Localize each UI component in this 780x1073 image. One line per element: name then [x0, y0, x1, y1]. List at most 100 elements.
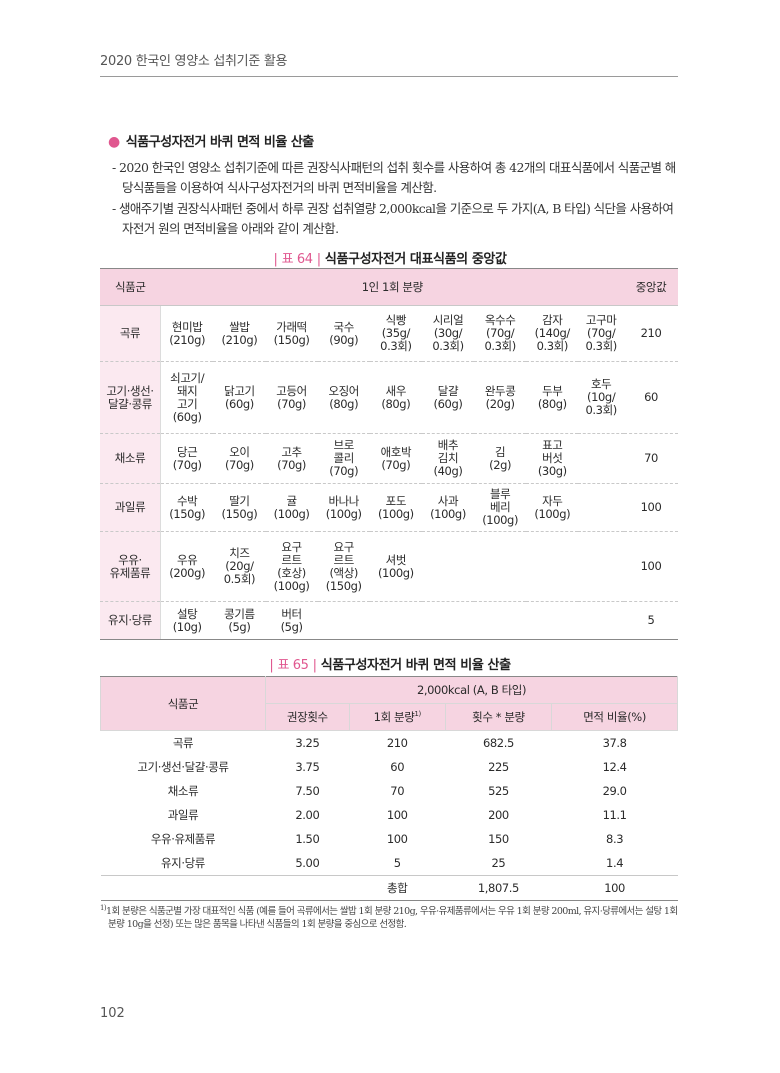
group-cell: 유지·당류 — [161, 856, 205, 870]
food-item-cell: 표고 버섯 (30g) — [526, 433, 579, 484]
product-cell: 682.5 — [482, 736, 514, 750]
food-item-cell: 오이 (70g) — [213, 433, 266, 484]
count-cell: 1.50 — [295, 832, 320, 846]
serving-cell: 60 — [390, 760, 405, 774]
food-item-cell: 요구 르트 (액상) (150g) — [317, 531, 370, 602]
median-cell: 70 — [624, 433, 678, 484]
food-item-cell: 호두 (10g/ 0.3회) — [578, 361, 624, 434]
serving-cell: 210 — [386, 736, 408, 750]
table-row: 우유·유제품류 1.50 100 150 8.3 — [101, 827, 678, 851]
total-ratio: 100 — [551, 875, 678, 901]
food-item-cell: 두부 (80g) — [526, 361, 579, 434]
food-item-cell: 식빵 (35g/ 0.3회) — [369, 305, 422, 362]
table-row: 과일류 수박 (150g) 딸기 (150g) 귤 (100g) 바나나 (100g) 포… — [100, 483, 678, 532]
food-item-cell: 고추 (70g) — [265, 433, 318, 484]
food-item-cell — [474, 601, 527, 640]
food-item-cell — [578, 531, 624, 602]
table-row: 우유· 유제품류 우유 (200g) 치즈 (20g/ 0.5회) 요구 르트 (호상… — [100, 531, 678, 602]
header-rule — [100, 76, 678, 77]
food-group-cell: 유지·당류 — [100, 601, 161, 640]
food-item-cell: 고구마 (70g/ 0.3회) — [578, 305, 624, 362]
count-cell: 3.25 — [295, 736, 320, 750]
table-row: 채소류 7.50 70 525 29.0 — [101, 779, 678, 803]
group-cell: 고기·생선·달걀·콩류 — [137, 760, 229, 774]
header-serving: 1인 1회 분량 — [160, 268, 624, 306]
group-cell: 우유·유제품류 — [150, 832, 216, 846]
median-cell: 100 — [624, 531, 678, 602]
food-item-cell: 수박 (150g) — [160, 483, 214, 532]
food-item-cell: 쌀밥 (210g) — [213, 305, 266, 362]
median-cell: 5 — [624, 601, 678, 640]
table-row: 고기·생선·달걀·콩류 3.75 60 225 12.4 — [101, 755, 678, 779]
group-cell: 과일류 — [167, 808, 199, 822]
food-item-cell — [578, 483, 624, 532]
food-item-cell: 버터 (5g) — [265, 601, 318, 640]
ratio-cell: 29.0 — [602, 784, 627, 798]
food-item-cell: 포도 (100g) — [369, 483, 422, 532]
food-item-cell: 고등어 (70g) — [265, 361, 318, 434]
food-group-cell: 곡류 — [100, 305, 161, 362]
header-group: 식품군 — [100, 268, 161, 306]
food-group-cell: 우유· 유제품류 — [100, 531, 161, 602]
product-cell: 150 — [488, 832, 509, 846]
food-item-cell: 설탕 (10g) — [160, 601, 214, 640]
header-serving: 1회 분량1) — [348, 703, 446, 731]
ratio-cell: 1.4 — [606, 856, 624, 870]
header-count: 권장횟수 — [265, 703, 350, 731]
total-row: 총합 1,807.5 100 — [100, 875, 678, 901]
paragraph: - 생애주기별 권장식사패턴 중에서 하루 권장 섭취열량 2,000kcal을… — [112, 201, 674, 236]
product-cell: 225 — [488, 760, 509, 774]
table-row: 과일류 2.00 100 200 11.1 — [101, 803, 678, 827]
food-item-cell: 현미밥 (210g) — [160, 305, 214, 362]
ratio-cell: 11.1 — [602, 808, 627, 822]
food-item-cell: 우유 (200g) — [160, 531, 214, 602]
header-serving-label: 1회 분량 — [373, 710, 415, 724]
food-item-cell — [474, 531, 527, 602]
section-body: ● 식품구성자전거 바퀴 면적 비율 산출 - 2020 한국인 영양소 섭취기… — [108, 131, 680, 239]
count-cell: 2.00 — [295, 808, 320, 822]
footnote-text: 1회 분량은 식품군별 가장 대표적인 식품 (예를 들어 곡류에서는 쌀밥 1… — [106, 906, 678, 931]
caption-number: 표 64 — [281, 252, 313, 267]
food-item-cell: 딸기 (150g) — [213, 483, 266, 532]
food-item-cell: 달걀 (60g) — [421, 361, 475, 434]
food-item-cell: 오징어 (80g) — [317, 361, 370, 434]
food-item-cell: 브로 콜리 (70g) — [317, 433, 370, 484]
food-group-cell: 과일류 — [100, 483, 161, 532]
table-64-caption: | 표 64 | 식품구성자전거 대표식품의 중앙값 — [0, 248, 780, 267]
food-item-cell — [421, 601, 475, 640]
total-label: 총합 — [349, 875, 446, 901]
food-item-cell: 치즈 (20g/ 0.5회) — [213, 531, 266, 602]
page-number: 102 — [100, 1006, 125, 1021]
food-item-cell — [578, 433, 624, 484]
table-65: 식품군 2,000kcal (A, B 타입) 권장횟수 1회 분량1) 횟수 … — [100, 676, 678, 901]
count-cell: 3.75 — [295, 760, 320, 774]
running-header: 2020 한국인 영양소 섭취기준 활용 — [100, 54, 288, 69]
footnote-mark: 1) — [100, 904, 107, 912]
food-item-cell: 국수 (90g) — [317, 305, 370, 362]
serving-cell: 100 — [386, 832, 408, 846]
serving-cell: 100 — [386, 808, 408, 822]
count-cell: 7.50 — [295, 784, 320, 798]
product-cell: 25 — [491, 856, 506, 870]
food-item-cell: 사과 (100g) — [421, 483, 475, 532]
food-item-cell: 새우 (80g) — [369, 361, 422, 434]
bullet-dot-icon: ● — [108, 134, 120, 150]
caption-title: 식품구성자전거 바퀴 면적 비율 산출 — [320, 658, 511, 673]
serving-cell: 70 — [390, 784, 405, 798]
food-item-cell: 쇠고기/ 돼지 고기 (60g) — [160, 361, 214, 434]
food-item-cell — [526, 531, 579, 602]
caption-title: 식품구성자전거 대표식품의 중앙값 — [324, 252, 507, 267]
caption-bar-icon: | — [273, 252, 278, 267]
table-64: 식품군 1인 1회 분량 중앙값 곡류 현미밥 (210g) 쌀밥 (210g) 가래… — [100, 268, 678, 640]
food-item-cell — [578, 601, 624, 640]
table-row: 곡류 현미밥 (210g) 쌀밥 (210g) 가래떡 (150g) 국수 (90g) 식… — [100, 305, 678, 362]
food-item-cell: 콩기름 (5g) — [213, 601, 266, 640]
food-item-cell: 자두 (100g) — [526, 483, 579, 532]
food-group-cell: 고기·생선· 달걀·콩류 — [100, 361, 161, 434]
table-row: 곡류 3.25 210 682.5 37.8 — [101, 731, 678, 756]
food-item-cell: 블루 베리 (100g) — [474, 483, 527, 532]
footnote-mark: 1) — [414, 710, 421, 719]
table-row: 유지·당류 설탕 (10g) 콩기름 (5g) 버터 (5g) 5 — [100, 601, 678, 640]
food-item-cell: 셔벗 (100g) — [369, 531, 422, 602]
caption-bar-icon: | — [269, 658, 274, 673]
